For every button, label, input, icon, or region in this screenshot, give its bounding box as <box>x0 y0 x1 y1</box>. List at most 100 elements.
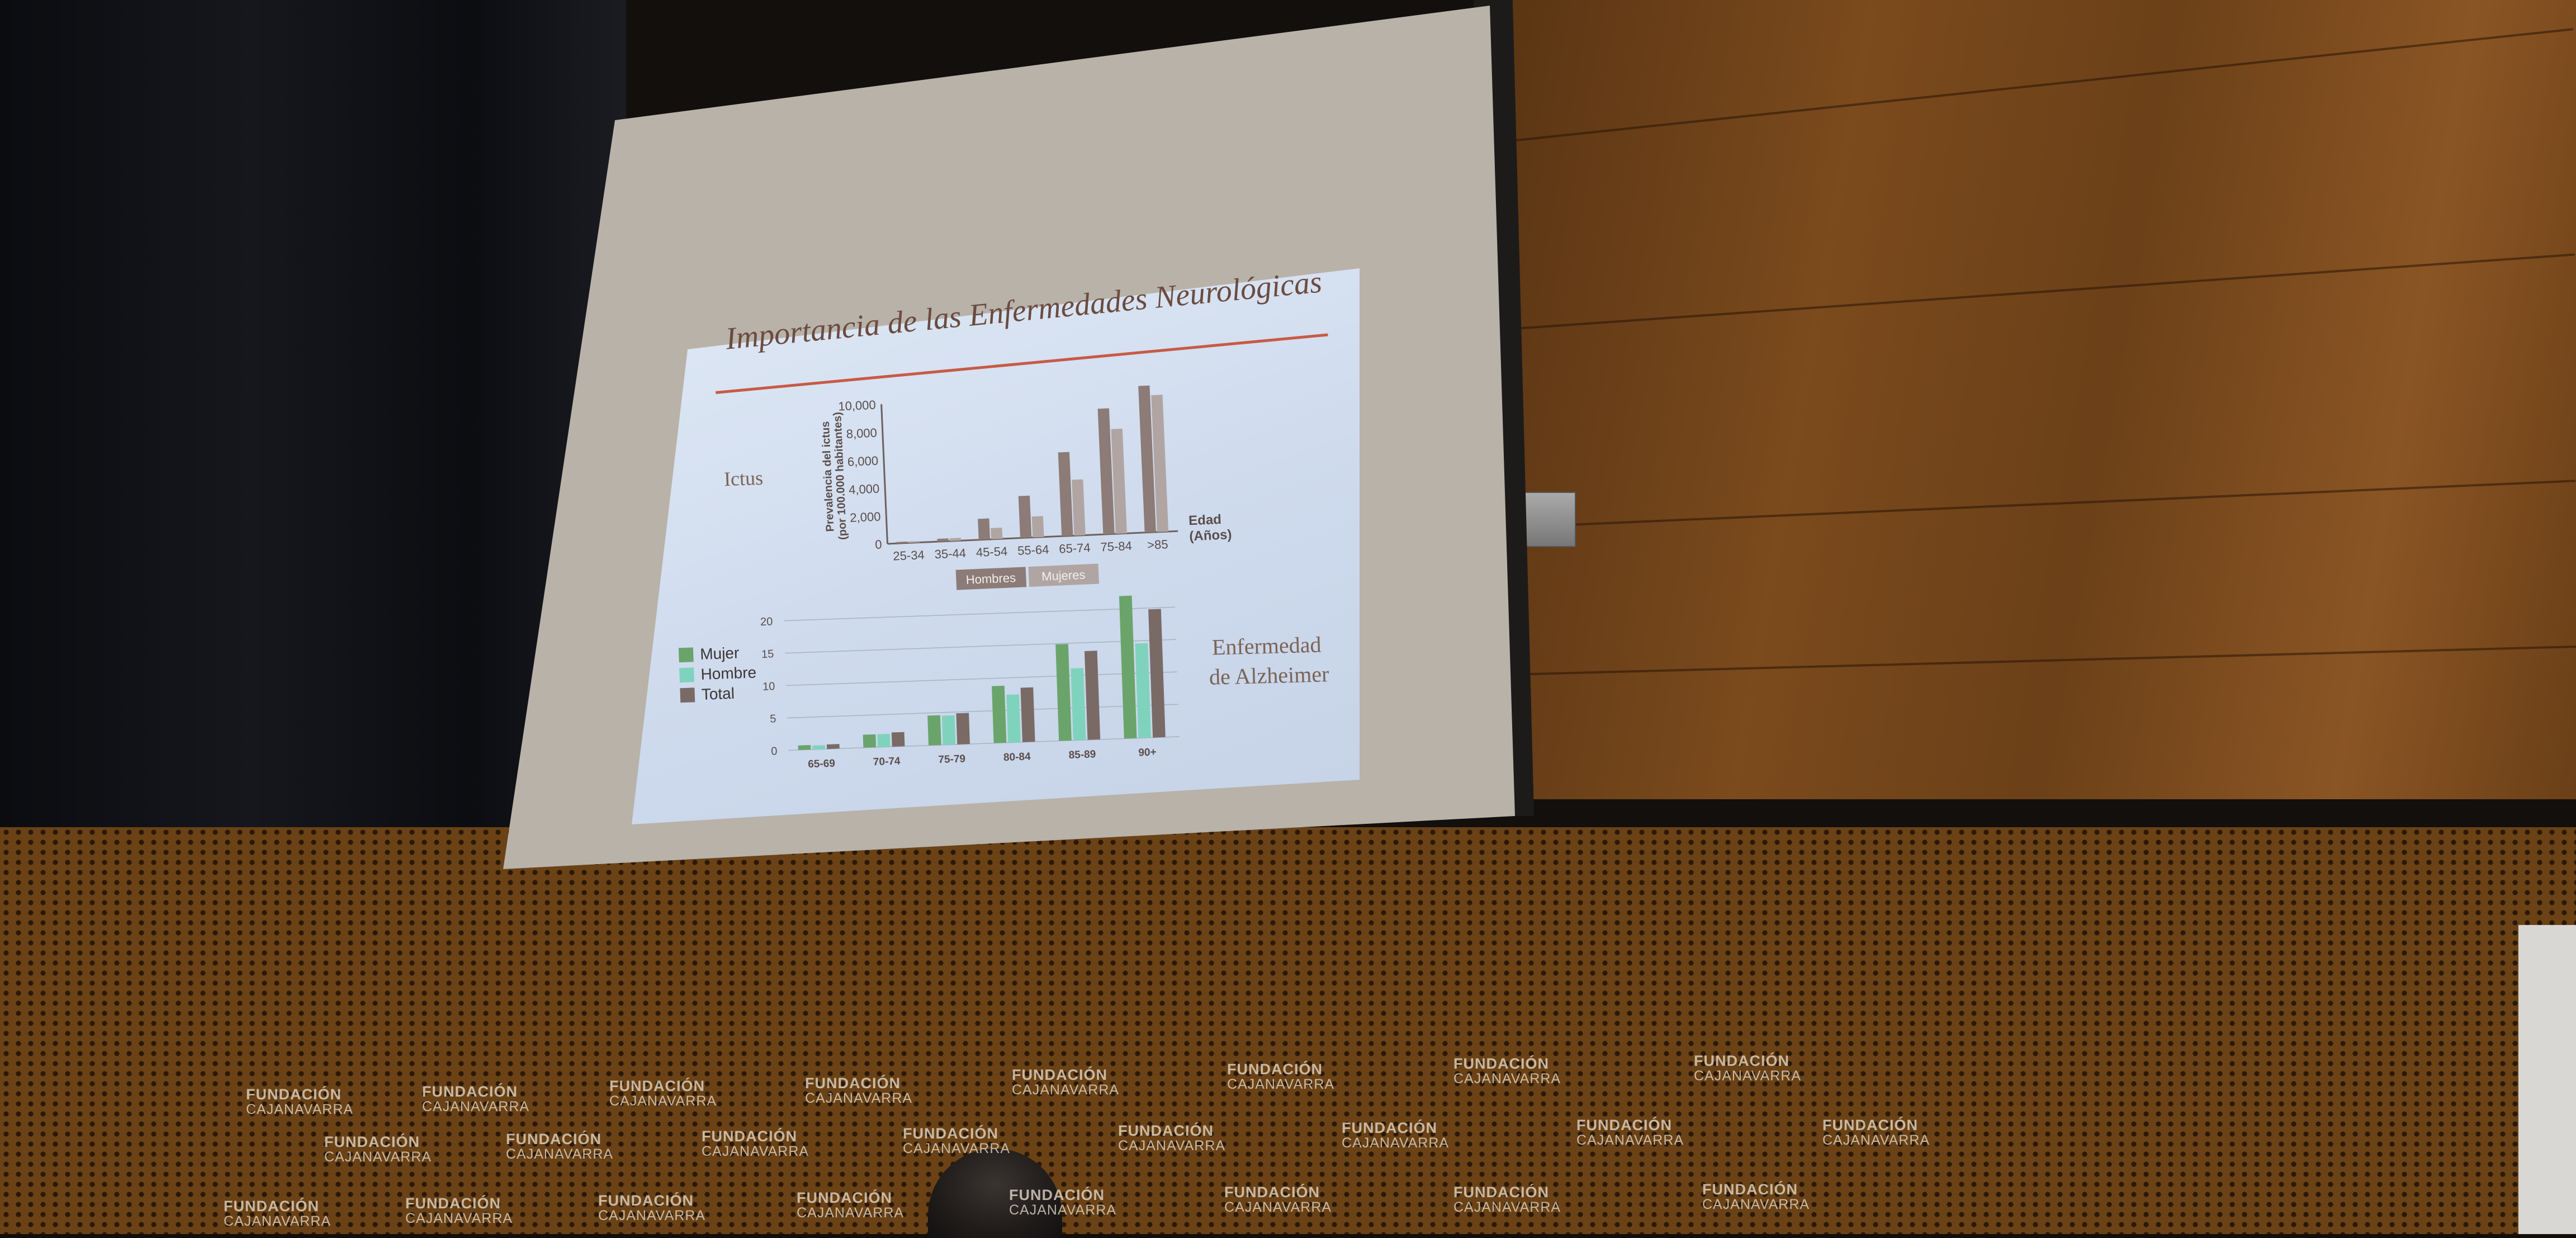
logo-line-2: CAJANAVARRA <box>598 1208 706 1223</box>
logo-line-2: CAJANAVARRA <box>702 1144 809 1159</box>
x-tick-label: 80-84 <box>1003 751 1031 763</box>
label-ictus: Ictus <box>723 466 764 491</box>
gridline <box>784 606 1175 622</box>
logo-line-1: FUNDACIÓN <box>246 1086 342 1103</box>
bar-mujeres <box>908 540 920 543</box>
bar-hombre <box>1071 668 1086 741</box>
logo-line-1: FUNDACIÓN <box>609 1078 705 1094</box>
logo-line-2: CAJANAVARRA <box>1009 1202 1117 1218</box>
logo-line-1: FUNDACIÓN <box>1012 1066 1107 1083</box>
x-tick-label: 55-64 <box>1017 542 1049 557</box>
fundacion-logo: FUNDACIÓN CAJANAVARRA <box>1009 1188 1116 1218</box>
legend-label-total: Total <box>701 685 735 703</box>
gridline <box>785 639 1176 654</box>
logo-line-1: FUNDACIÓN <box>1009 1187 1105 1203</box>
logo-line-2: CAJANAVARRA <box>506 1146 614 1162</box>
y-tick-label: 15 <box>761 648 774 661</box>
fundacion-logo: FUNDACIÓN CAJANAVARRA <box>805 1076 912 1106</box>
logo-line-1: FUNDACIÓN <box>1822 1117 1918 1133</box>
bar-mujeres <box>991 527 1003 539</box>
logo-line-2: CAJANAVARRA <box>1227 1076 1335 1092</box>
wall-vent <box>1523 492 1576 547</box>
logo-line-2: CAJANAVARRA <box>903 1141 1011 1156</box>
y-tick-label: 0 <box>875 537 882 552</box>
legend-swatch-mujeres <box>1028 563 1099 587</box>
fundacion-logo: FUNDACIÓN CAJANAVARRA <box>1822 1118 1930 1148</box>
logo-line-1: FUNDACIÓN <box>1118 1122 1214 1139</box>
logo-line-2: CAJANAVARRA <box>1694 1068 1802 1084</box>
bar-mujer <box>798 744 811 750</box>
bar-hombres <box>1097 408 1115 535</box>
fundacion-logo: FUNDACIÓN CAJANAVARRA <box>1012 1068 1119 1098</box>
x-tick-label: 85-89 <box>1068 748 1096 761</box>
side-board <box>2518 925 2576 1234</box>
bar-hombre <box>1135 643 1152 738</box>
perforated-panel <box>0 827 2576 1234</box>
bar-hombre <box>1006 694 1021 743</box>
x-tick-label: 35-44 <box>934 546 966 561</box>
bar-mujeres <box>1151 395 1169 532</box>
gridline <box>788 736 1180 751</box>
bar-mujer <box>1119 595 1137 739</box>
bar-hombres <box>1018 495 1032 538</box>
x-tick-label: 75-79 <box>938 753 965 766</box>
logo-line-2: CAJANAVARRA <box>405 1211 513 1226</box>
bar-total <box>1020 687 1035 742</box>
fundacion-logo: FUNDACIÓN CAJANAVARRA <box>324 1135 432 1165</box>
logo-line-1: FUNDACIÓN <box>324 1133 420 1150</box>
legend-swatch-total <box>680 687 695 703</box>
logo-line-1: FUNDACIÓN <box>1576 1117 1672 1133</box>
fundacion-logo: FUNDACIÓN CAJANAVARRA <box>405 1196 513 1226</box>
y-tick-label: 0 <box>771 745 778 757</box>
y-tick-label: 10 <box>763 680 775 693</box>
bar-total <box>1084 651 1101 740</box>
legend-label-mujeres: Mujeres <box>1041 568 1086 584</box>
y-axis-label-group: Prevalencia del ictus(por 100.000 habita… <box>820 412 849 540</box>
fundacion-logo: FUNDACIÓN CAJANAVARRA <box>506 1132 613 1162</box>
fundacion-logo: FUNDACIÓN CAJANAVARRA <box>903 1126 1010 1156</box>
x-tick-label: 75-84 <box>1100 539 1132 554</box>
logo-line-2: CAJANAVARRA <box>797 1205 905 1221</box>
bar-mujer <box>863 734 877 748</box>
logo-line-2: CAJANAVARRA <box>1118 1138 1226 1154</box>
gridline <box>786 671 1177 686</box>
logo-line-2: CAJANAVARRA <box>1342 1135 1450 1151</box>
fundacion-logo: FUNDACIÓN CAJANAVARRA <box>422 1084 529 1114</box>
logo-line-1: FUNDACIÓN <box>805 1075 901 1092</box>
y-axis <box>880 404 889 544</box>
wood-wall <box>1509 0 2576 799</box>
logo-line-1: FUNDACIÓN <box>1453 1055 1549 1072</box>
bar-hombre <box>877 733 891 747</box>
y-tick-label: 4,000 <box>849 482 880 497</box>
fundacion-logo: FUNDACIÓN CAJANAVARRA <box>797 1190 904 1221</box>
legend-label-hombres: Hombres <box>965 571 1016 587</box>
y-tick-label: 8,000 <box>846 426 877 441</box>
bar-hombres <box>978 518 991 540</box>
logo-line-2: CAJANAVARRA <box>1576 1132 1684 1148</box>
logo-line-1: FUNDACIÓN <box>702 1128 797 1145</box>
bar-total <box>826 744 840 750</box>
bar-hombres <box>1058 452 1073 537</box>
bar-mujer <box>1055 644 1072 741</box>
bar-hombre <box>812 745 826 750</box>
logo-line-1: FUNDACIÓN <box>405 1195 501 1212</box>
x-tick-label: 70-74 <box>873 756 901 769</box>
bar-mujeres <box>1111 428 1127 534</box>
bar-mujer <box>927 715 941 746</box>
logo-line-2: CAJANAVARRA <box>1822 1132 1930 1148</box>
fundacion-logo: FUNDACIÓN CAJANAVARRA <box>1227 1062 1334 1092</box>
fundacion-logo: FUNDACIÓN CAJANAVARRA <box>1576 1118 1684 1148</box>
logo-line-2: CAJANAVARRA <box>224 1213 332 1229</box>
bar-hombres <box>1138 385 1156 533</box>
x-axis-label-unit: (Años) <box>1189 527 1232 544</box>
stroke-chart: 0 2,000 4,000 6,000 8,000 10,000 25-34 35-44 45-… <box>820 385 1232 590</box>
fundacion-logo: FUNDACIÓN CAJANAVARRA <box>598 1193 705 1223</box>
y-tick-label: 10,000 <box>838 398 876 414</box>
logo-line-1: FUNDACIÓN <box>1224 1184 1320 1201</box>
logo-line-2: CAJANAVARRA <box>609 1093 717 1109</box>
label-alzheimer-1: Enfermedad <box>1211 632 1322 660</box>
logo-line-1: FUNDACIÓN <box>1453 1184 1549 1201</box>
logo-line-1: FUNDACIÓN <box>903 1125 998 1142</box>
legend-label-mujer: Mujer <box>700 644 740 662</box>
x-tick-label: 65-74 <box>1059 540 1091 556</box>
